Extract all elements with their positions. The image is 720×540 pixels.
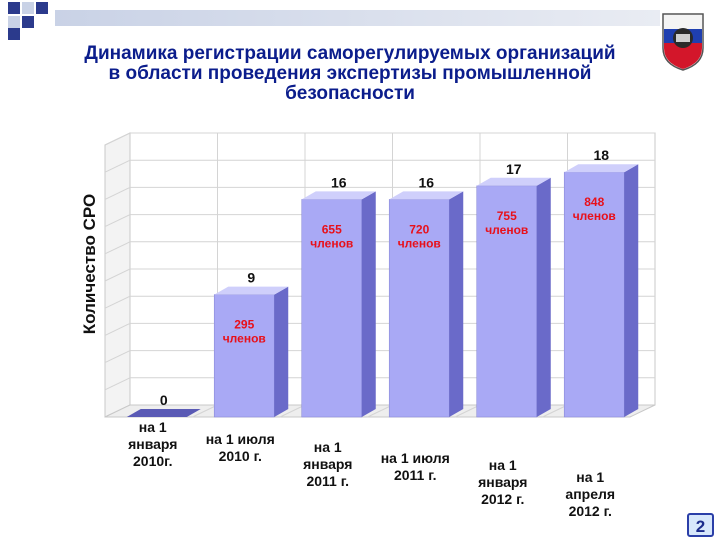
bar-top — [389, 191, 464, 200]
gridline-side — [104, 322, 131, 336]
bar-top — [214, 286, 289, 295]
gridline-side — [104, 241, 131, 255]
title-line-1: Динамика регистрации саморегулируемых ор… — [84, 43, 616, 64]
gridline-side — [104, 295, 131, 309]
category-label: 2011 г. — [394, 467, 437, 483]
category-label: на 1 июля — [381, 450, 450, 466]
member-label: членов — [485, 223, 528, 237]
gridline-floor — [454, 404, 481, 418]
bar-side — [449, 191, 464, 417]
bar-top — [476, 177, 551, 186]
decorative-squares — [0, 0, 70, 40]
category-label: 2012 г. — [569, 503, 612, 519]
bar-front — [563, 171, 625, 418]
category-label: на 1 — [139, 419, 167, 435]
category-label: на 1 — [489, 457, 517, 473]
category-label: на 1 — [314, 439, 342, 455]
category-label: января — [478, 474, 527, 490]
category-label: 2010г. — [133, 453, 172, 469]
member-label: членов — [223, 332, 266, 346]
gridline-side — [104, 159, 131, 173]
member-label: 848 — [584, 195, 604, 209]
value-label: 16 — [331, 174, 347, 190]
gridline-floor — [279, 404, 306, 418]
value-label: 17 — [506, 161, 522, 177]
bar-side — [274, 286, 289, 417]
member-label: 655 — [322, 222, 342, 236]
category-label: 2010 г. — [219, 448, 262, 464]
chart-bars — [126, 164, 639, 418]
logo-emblem-icon — [660, 8, 706, 72]
bar-side — [361, 191, 376, 417]
category-label: 2011 г. — [306, 473, 349, 489]
member-label: 755 — [497, 209, 517, 223]
title-line-2: в области проведения экспертизы промышле… — [108, 63, 592, 84]
bar-top — [301, 191, 376, 200]
category-label: на 1 — [576, 469, 604, 485]
slide-title: Динамика регистрации саморегулируемых ор… — [20, 44, 680, 104]
category-label: января — [128, 436, 177, 452]
member-label: членов — [573, 209, 616, 223]
gridline-side — [104, 350, 131, 364]
gridline-floor — [192, 404, 218, 418]
bar-front — [388, 199, 450, 418]
value-label: 16 — [418, 174, 434, 190]
page-number: 2 — [687, 513, 714, 537]
bar-side — [536, 177, 551, 417]
bar-top — [564, 164, 639, 173]
member-label: 295 — [234, 318, 254, 332]
value-label: 9 — [247, 270, 255, 286]
member-label: членов — [398, 236, 441, 250]
bar-front — [476, 185, 538, 418]
header-band — [55, 10, 660, 26]
member-label: 720 — [409, 222, 429, 236]
gridline-side — [104, 377, 131, 391]
bar-front — [301, 199, 363, 418]
category-label: января — [303, 456, 352, 472]
gridline-side — [104, 132, 131, 146]
bar-side — [624, 164, 639, 417]
category-label: 2012 г. — [481, 491, 524, 507]
gridline-floor — [542, 404, 568, 418]
value-label: 18 — [593, 147, 609, 163]
bar-flat — [126, 409, 201, 417]
title-line-3: безопасности — [285, 83, 415, 104]
member-label: членов — [310, 236, 353, 250]
bar-front — [213, 294, 275, 418]
gridline-side — [104, 186, 131, 200]
value-label: 0 — [160, 392, 168, 408]
category-label: апреля — [565, 486, 615, 502]
gridline-floor — [367, 404, 393, 418]
category-label: на 1 июля — [206, 431, 275, 447]
gridline-side — [104, 268, 131, 282]
gridline-side — [104, 214, 131, 228]
